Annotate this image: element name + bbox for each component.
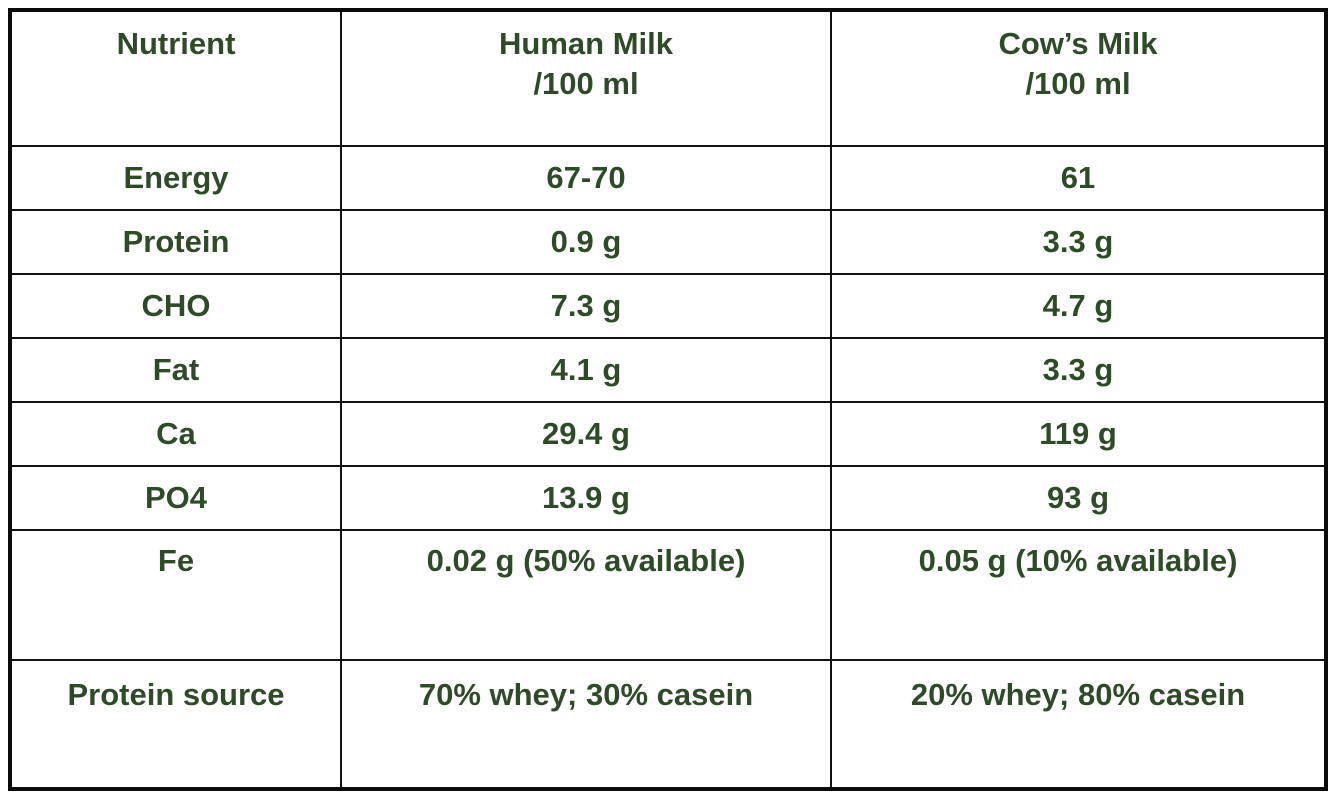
header-human-milk-title: Human Milk — [499, 26, 673, 61]
table-row-energy: Energy 67-70 61 — [9, 145, 1327, 211]
cell-cow-value: 3.3 g — [830, 337, 1327, 403]
cell-nutrient: CHO — [9, 273, 342, 339]
cell-human-value: 0.02 g (50% available) — [340, 529, 832, 661]
header-nutrient: Nutrient — [9, 9, 342, 147]
cell-nutrient: Fe — [9, 529, 342, 661]
cell-nutrient: Protein source — [9, 659, 342, 790]
table-container: Nutrient Human Milk /100 ml Cow’s Milk /… — [8, 8, 1328, 791]
cell-nutrient: Energy — [9, 145, 342, 211]
header-row: Nutrient Human Milk /100 ml Cow’s Milk /… — [9, 9, 1327, 147]
nutrient-comparison-table: Nutrient Human Milk /100 ml Cow’s Milk /… — [8, 8, 1328, 791]
table-row-protein: Protein 0.9 g 3.3 g — [9, 209, 1327, 275]
cell-cow-value: 4.7 g — [830, 273, 1327, 339]
cell-nutrient: Ca — [9, 401, 342, 467]
header-cows-milk-unit: /100 ml — [1025, 66, 1131, 102]
table-row-protein-source: Protein source 70% whey; 30% casein 20% … — [9, 659, 1327, 790]
header-human-milk-unit: /100 ml — [533, 66, 639, 102]
cell-cow-value: 61 — [830, 145, 1327, 211]
cell-nutrient: Fat — [9, 337, 342, 403]
header-nutrient-label: Nutrient — [116, 26, 236, 61]
cell-cow-value: 20% whey; 80% casein — [830, 659, 1327, 790]
header-cows-milk: Cow’s Milk /100 ml — [830, 9, 1327, 147]
cell-human-value: 67-70 — [340, 145, 832, 211]
cell-human-value: 70% whey; 30% casein — [340, 659, 832, 790]
header-cows-milk-title: Cow’s Milk — [998, 26, 1158, 61]
header-human-milk: Human Milk /100 ml — [340, 9, 832, 147]
table-row-cho: CHO 7.3 g 4.7 g — [9, 273, 1327, 339]
cell-human-value: 13.9 g — [340, 465, 832, 531]
cell-cow-value: 3.3 g — [830, 209, 1327, 275]
cell-cow-value: 93 g — [830, 465, 1327, 531]
cell-human-value: 7.3 g — [340, 273, 832, 339]
table-row-po4: PO4 13.9 g 93 g — [9, 465, 1327, 531]
cell-cow-value: 0.05 g (10% available) — [830, 529, 1327, 661]
table-row-fat: Fat 4.1 g 3.3 g — [9, 337, 1327, 403]
cell-cow-value: 119 g — [830, 401, 1327, 467]
table-row-fe: Fe 0.02 g (50% available) 0.05 g (10% av… — [9, 529, 1327, 661]
cell-nutrient: PO4 — [9, 465, 342, 531]
cell-nutrient: Protein — [9, 209, 342, 275]
cell-human-value: 29.4 g — [340, 401, 832, 467]
cell-human-value: 0.9 g — [340, 209, 832, 275]
cell-human-value: 4.1 g — [340, 337, 832, 403]
table-row-ca: Ca 29.4 g 119 g — [9, 401, 1327, 467]
